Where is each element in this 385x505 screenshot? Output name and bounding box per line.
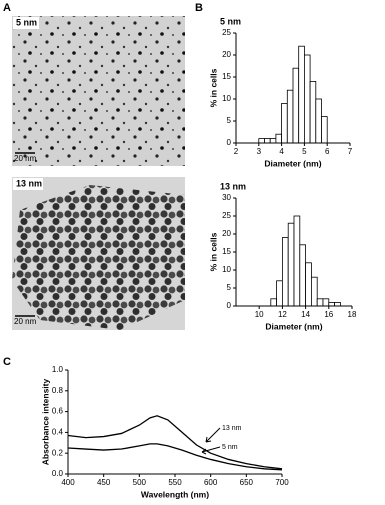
y-axis-label: % in cells (208, 68, 218, 107)
y-tick-label: 25 (222, 28, 231, 37)
image-label: 5 nm (16, 17, 37, 27)
x-tick-label: 16 (324, 310, 333, 319)
y-tick-label: 5 (227, 116, 232, 125)
scale-bar-label: 20 nm (14, 317, 37, 326)
bar (298, 45, 305, 144)
y-tick-label: 0.6 (52, 407, 64, 416)
bar (293, 215, 301, 307)
x-tick-label: 3 (257, 147, 262, 156)
bar (276, 280, 283, 307)
x-tick-label: 700 (275, 478, 289, 487)
x-tick-label: 14 (301, 310, 310, 319)
x-axis-label: Diameter (nm) (264, 158, 321, 168)
bar (309, 81, 317, 144)
bar (310, 276, 318, 307)
y-tick-label: 0.0 (52, 469, 64, 478)
y-tick-label: 20 (222, 50, 231, 59)
x-tick-label: 450 (97, 478, 111, 487)
y-tick-label: 0.8 (52, 386, 64, 395)
chart-title: 5 nm (220, 16, 241, 26)
bar (292, 67, 300, 144)
bar (316, 298, 324, 307)
y-tick-label: 10 (222, 265, 231, 274)
bar (286, 89, 294, 144)
bar (328, 301, 335, 307)
y-tick-label: 1.0 (52, 365, 64, 374)
bar (269, 138, 277, 144)
bar (270, 298, 277, 307)
bar (299, 244, 306, 307)
x-tick-label: 2 (234, 147, 239, 156)
y-tick-label: 15 (222, 72, 231, 81)
bar (322, 298, 330, 307)
y-tick-label: 30 (222, 193, 231, 202)
x-axis-label: Wavelength (nm) (141, 489, 209, 499)
bar (305, 262, 312, 307)
y-tick-label: 0.4 (52, 428, 64, 437)
y-tick-label: 15 (222, 247, 231, 256)
x-tick-label: 12 (278, 310, 287, 319)
panel-label: C (3, 356, 11, 368)
x-tick-label: 650 (240, 478, 254, 487)
bar (258, 138, 265, 144)
series-label: 5 nm (222, 444, 238, 451)
y-tick-label: 20 (222, 229, 231, 238)
x-tick-label: 5 (302, 147, 307, 156)
arrow (205, 427, 221, 443)
x-tick-label: 550 (168, 478, 182, 487)
x-tick-label: 400 (61, 478, 75, 487)
x-tick-label: 7 (348, 147, 353, 156)
y-tick-label: 0.2 (52, 448, 64, 457)
tem-image: 5 nm 20 nm (12, 16, 185, 166)
chart-title: 13 nm (220, 181, 246, 191)
bar (281, 237, 289, 307)
panel-label: A (3, 2, 11, 14)
line (67, 415, 283, 470)
y-tick-label: 0 (227, 301, 232, 310)
x-tick-label: 10 (255, 310, 264, 319)
bar (287, 222, 295, 307)
y-axis-label: Absorbance intensity (40, 379, 50, 466)
x-tick-label: 6 (325, 147, 330, 156)
x-tick-label: 18 (348, 310, 357, 319)
y-axis-label: % in cells (208, 232, 218, 271)
series-label: 13 nm (222, 425, 242, 432)
y-tick-label: 0 (227, 138, 232, 147)
y-tick-label: 5 (227, 283, 232, 292)
x-axis-label: Diameter (nm) (265, 321, 322, 331)
tem-image: 13 nm 20 nm (12, 177, 185, 330)
scale-bar-label: 20 nm (14, 154, 37, 163)
bar (281, 103, 288, 144)
bar (321, 116, 328, 144)
x-tick-label: 500 (133, 478, 147, 487)
image-label: 13 nm (16, 178, 42, 188)
bar (315, 98, 322, 144)
bar (303, 54, 311, 144)
line (67, 443, 283, 471)
x-tick-label: 600 (204, 478, 218, 487)
panel-label: B (195, 2, 203, 14)
x-tick-label: 4 (279, 147, 284, 156)
bar (334, 301, 341, 307)
y-tick-label: 25 (222, 211, 231, 220)
arrow (201, 446, 221, 455)
bar (264, 138, 271, 144)
y-tick-label: 10 (222, 94, 231, 103)
bar (275, 133, 282, 144)
